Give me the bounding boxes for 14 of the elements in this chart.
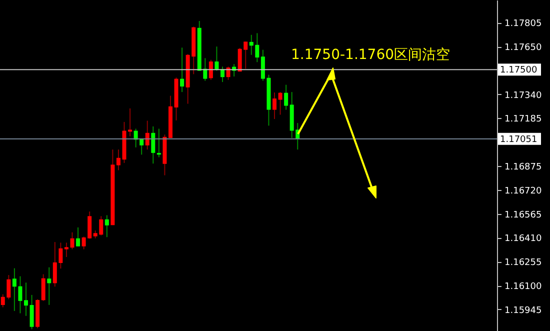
y-tick-label: 1.16100 bbox=[504, 282, 542, 292]
y-tick-label: 1.17805 bbox=[504, 19, 542, 30]
y-tick-label: 1.16410 bbox=[504, 234, 542, 244]
y-tick-label: 1.16720 bbox=[504, 186, 542, 196]
ref-line-label: 1.17051 bbox=[500, 134, 538, 145]
y-tick-label: 1.17650 bbox=[504, 43, 542, 54]
annotation: 1.1750-1.1760区间沽空 bbox=[291, 47, 450, 63]
y-tick-label: 1.16565 bbox=[504, 210, 542, 220]
ref-line-label: 1.17500 bbox=[500, 66, 538, 76]
y-tick-label: 1.15945 bbox=[504, 306, 542, 316]
y-tick-label: 1.16255 bbox=[504, 258, 542, 268]
y-tick-label: 1.16875 bbox=[504, 162, 542, 173]
y-tick-label: 1.17185 bbox=[504, 114, 542, 125]
y-tick-label: 1.17340 bbox=[504, 90, 542, 101]
